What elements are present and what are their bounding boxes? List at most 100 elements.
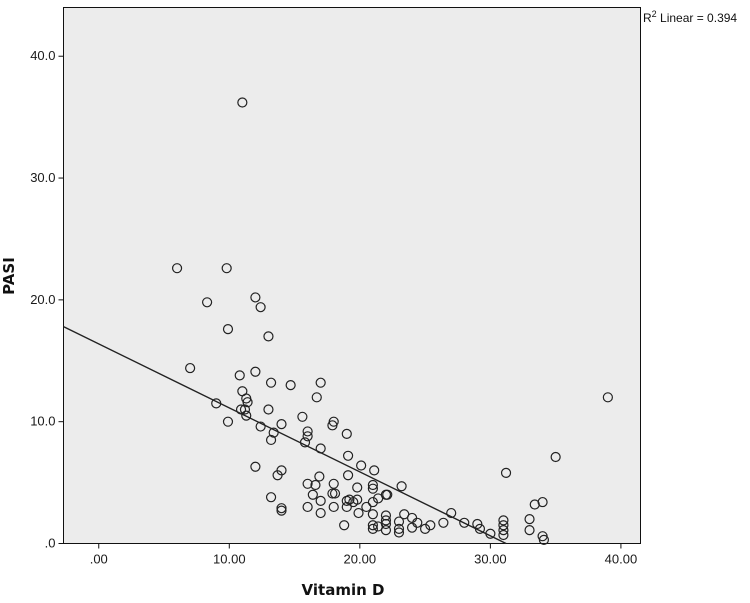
data-point <box>235 404 247 415</box>
x-axis-title: Vitamin D <box>302 581 385 599</box>
x-tick-label: .00 <box>90 552 108 567</box>
data-point <box>234 370 245 381</box>
data-point <box>367 479 378 491</box>
data-point <box>342 450 354 461</box>
data-point <box>498 515 509 526</box>
data-point <box>380 515 392 526</box>
data-point <box>285 380 296 391</box>
data-point <box>367 520 378 531</box>
data-point <box>265 377 277 388</box>
data-point <box>241 410 252 421</box>
data-point <box>307 489 318 500</box>
data-point <box>329 488 341 499</box>
data-point <box>221 263 232 274</box>
x-tick-label: 30.00 <box>474 552 507 567</box>
data-point <box>393 527 405 538</box>
data-point <box>276 505 287 516</box>
data-point <box>393 516 405 527</box>
data-point <box>341 428 352 439</box>
y-tick-label: .0 <box>45 536 56 551</box>
data-point <box>315 377 326 388</box>
data-point <box>356 460 367 471</box>
data-point <box>302 426 313 437</box>
x-tick-label: 40.00 <box>605 552 638 567</box>
y-tick-label: 30.0 <box>30 170 55 185</box>
data-point <box>361 501 372 513</box>
data-point <box>265 434 277 446</box>
data-point <box>446 507 457 519</box>
data-point <box>250 461 261 472</box>
data-point <box>367 483 378 494</box>
data-point <box>459 517 470 528</box>
data-point <box>302 431 313 442</box>
data-point <box>524 524 535 536</box>
data-point <box>297 411 308 422</box>
data-point <box>498 520 509 531</box>
data-point <box>171 263 183 274</box>
data-point <box>474 523 486 534</box>
data-point <box>255 421 266 432</box>
data-point <box>550 451 561 463</box>
data-point <box>328 478 339 489</box>
data-point <box>310 479 321 491</box>
data-point <box>327 420 338 431</box>
data-point <box>367 496 378 508</box>
data-point <box>272 470 283 481</box>
data-point <box>222 416 234 427</box>
data-point <box>311 392 322 403</box>
data-point <box>341 501 352 513</box>
data-point <box>380 518 392 530</box>
data-point <box>438 517 449 528</box>
x-tick-label: 20.00 <box>344 552 377 567</box>
data-point <box>268 427 279 438</box>
data-point <box>537 496 548 508</box>
data-point <box>602 392 613 403</box>
data-point <box>201 297 213 308</box>
data-point <box>250 292 261 303</box>
data-point <box>327 488 338 499</box>
data-point <box>302 501 313 513</box>
data-point <box>500 467 512 478</box>
x-tick-label: 10.00 <box>213 552 246 567</box>
data-point <box>315 495 326 506</box>
data-point <box>222 324 234 335</box>
data-point <box>276 419 287 430</box>
data-point <box>263 404 274 415</box>
data-point <box>425 520 436 531</box>
data-point <box>255 302 266 313</box>
data-point <box>352 482 363 493</box>
data-point <box>396 481 407 492</box>
y-tick-label: 40.0 <box>30 48 55 63</box>
data-point <box>498 524 509 536</box>
data-point <box>342 470 354 481</box>
data-point <box>263 331 274 342</box>
data-point <box>485 528 496 539</box>
data-point <box>276 503 287 514</box>
data-point <box>265 492 277 503</box>
data-point <box>380 524 392 536</box>
data-point <box>367 523 378 534</box>
data-point <box>382 489 393 500</box>
data-point <box>302 478 313 489</box>
data-point <box>299 437 311 448</box>
data-point <box>373 493 384 504</box>
y-tick-label: 20.0 <box>30 292 55 307</box>
data-point <box>348 496 359 508</box>
data-point <box>393 523 405 534</box>
data-point <box>367 509 378 520</box>
data-point <box>420 523 431 534</box>
axis-ticks: .00 10.00 20.00 30.00 40.00 .0 10.0 20.0 30.0 40.… <box>30 48 637 566</box>
data-point <box>211 398 222 409</box>
data-point <box>472 518 483 530</box>
data-points <box>171 97 613 545</box>
data-point <box>237 97 248 108</box>
data-point <box>406 522 418 533</box>
data-point <box>524 514 535 525</box>
data-point <box>339 520 350 531</box>
data-point <box>315 443 326 454</box>
data-point <box>185 362 196 374</box>
data-point <box>369 465 380 476</box>
data-point <box>328 501 339 513</box>
y-tick-label: 10.0 <box>30 414 55 429</box>
